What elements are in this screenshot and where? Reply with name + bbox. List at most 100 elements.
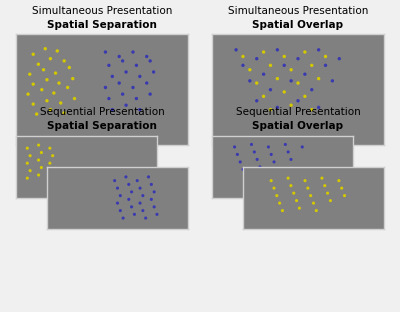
Point bbox=[131, 212, 138, 217]
Point bbox=[282, 142, 288, 147]
Point bbox=[123, 70, 129, 75]
Point bbox=[30, 102, 36, 107]
Point bbox=[316, 105, 322, 110]
Point bbox=[299, 144, 306, 149]
Text: Sequential Presentation: Sequential Presentation bbox=[40, 107, 164, 117]
Point bbox=[26, 72, 33, 77]
Point bbox=[302, 50, 308, 55]
Point bbox=[40, 67, 47, 72]
Text: Spatial Separation: Spatial Separation bbox=[47, 20, 157, 30]
Point bbox=[148, 182, 154, 187]
Point bbox=[276, 201, 283, 206]
Point bbox=[47, 146, 53, 151]
Point bbox=[288, 183, 294, 188]
Point bbox=[290, 191, 297, 196]
Point bbox=[24, 146, 30, 151]
Point bbox=[336, 56, 342, 61]
Point bbox=[47, 161, 53, 166]
Point bbox=[237, 159, 244, 164]
Text: Simultaneous Presentation: Simultaneous Presentation bbox=[228, 6, 368, 16]
Point bbox=[47, 176, 53, 181]
Point bbox=[151, 204, 157, 209]
Point bbox=[288, 67, 294, 72]
Point bbox=[251, 149, 258, 154]
Point bbox=[117, 208, 124, 213]
Point bbox=[279, 208, 286, 213]
Point bbox=[231, 144, 238, 149]
Point bbox=[61, 58, 67, 63]
Text: Simultaneous Presentation: Simultaneous Presentation bbox=[32, 6, 172, 16]
Point bbox=[240, 54, 246, 59]
Point bbox=[130, 50, 136, 55]
Point bbox=[247, 67, 253, 72]
Point bbox=[145, 174, 152, 179]
Point bbox=[288, 103, 294, 108]
Point bbox=[133, 63, 140, 68]
Point bbox=[150, 70, 157, 75]
Point bbox=[128, 189, 135, 194]
Point bbox=[329, 78, 336, 83]
Point bbox=[302, 178, 308, 183]
Point bbox=[102, 50, 109, 55]
Point bbox=[44, 77, 50, 82]
Point bbox=[114, 186, 121, 191]
Point bbox=[274, 47, 280, 52]
Point bbox=[134, 178, 140, 183]
Point bbox=[240, 63, 246, 68]
Point bbox=[295, 56, 301, 61]
Point bbox=[120, 216, 126, 221]
Point bbox=[102, 85, 109, 90]
Point bbox=[308, 63, 315, 68]
Point bbox=[293, 198, 300, 203]
Point bbox=[106, 96, 112, 101]
Point bbox=[324, 191, 331, 196]
Point bbox=[327, 198, 334, 203]
Point bbox=[56, 80, 62, 85]
Point bbox=[341, 193, 348, 198]
Point bbox=[285, 149, 291, 154]
Point bbox=[24, 176, 30, 181]
Point bbox=[44, 98, 50, 103]
Point bbox=[308, 107, 315, 112]
Point bbox=[35, 158, 42, 163]
Point bbox=[47, 107, 54, 112]
Point bbox=[116, 80, 122, 85]
Point bbox=[117, 193, 124, 198]
Point bbox=[310, 201, 317, 206]
Point bbox=[25, 92, 31, 97]
Point bbox=[30, 52, 36, 57]
Point bbox=[240, 167, 246, 172]
Point bbox=[34, 112, 40, 117]
Text: Spatial Separation: Spatial Separation bbox=[47, 121, 157, 131]
Point bbox=[109, 74, 116, 79]
Point bbox=[285, 176, 291, 181]
Text: Spatial Overlap: Spatial Overlap bbox=[252, 20, 344, 30]
Point bbox=[30, 82, 36, 87]
Point bbox=[50, 168, 56, 173]
Point bbox=[322, 54, 329, 59]
Point bbox=[128, 204, 135, 209]
Point bbox=[147, 58, 153, 63]
Point bbox=[61, 110, 67, 115]
Point bbox=[140, 208, 146, 213]
Point bbox=[148, 197, 154, 202]
Point bbox=[260, 50, 267, 55]
Point bbox=[35, 173, 42, 178]
Point bbox=[144, 80, 150, 85]
Point bbox=[234, 152, 240, 157]
Point bbox=[133, 96, 140, 101]
Point bbox=[123, 103, 129, 108]
Point bbox=[126, 197, 132, 202]
Point bbox=[274, 193, 280, 198]
Point bbox=[281, 90, 288, 95]
Point bbox=[296, 206, 302, 211]
Point bbox=[233, 47, 239, 52]
Point bbox=[50, 153, 56, 158]
Point bbox=[274, 76, 280, 81]
Point bbox=[120, 92, 126, 97]
Point bbox=[112, 178, 118, 183]
Point bbox=[70, 76, 76, 81]
Point bbox=[106, 63, 112, 68]
Point bbox=[123, 174, 129, 179]
Point bbox=[338, 186, 345, 191]
